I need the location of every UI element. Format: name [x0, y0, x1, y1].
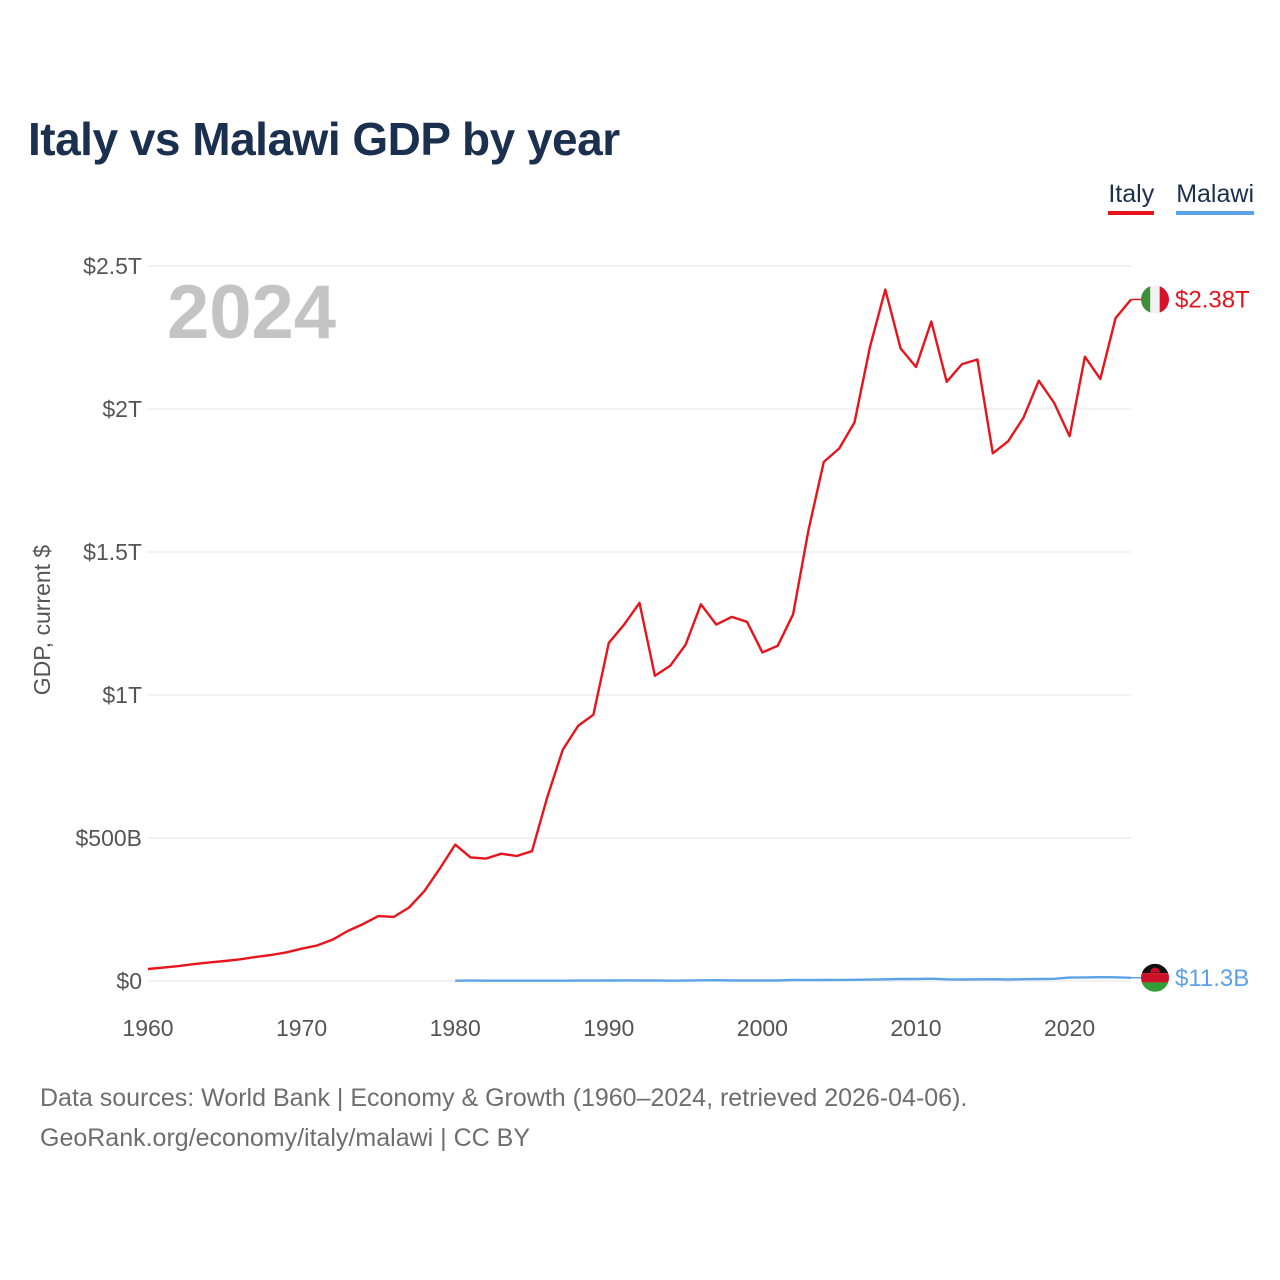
chart-area: 2024 GDP, current $ $0 $500B $1T $1.5T $2T $2… — [29, 253, 1250, 1041]
y-tick-label: $0 — [116, 968, 142, 994]
end-markers: $2.38T $11.3B — [1131, 285, 1250, 992]
x-tick-label: 2000 — [737, 1015, 788, 1041]
x-tick-label: 1970 — [276, 1015, 327, 1041]
y-axis-label: GDP, current $ — [29, 545, 55, 696]
x-axis: 1960 1970 1980 1990 2000 2010 2020 — [122, 1015, 1095, 1041]
grid-lines — [148, 265, 1131, 982]
legend-item-malawi[interactable]: Malawi — [1176, 180, 1254, 215]
end-value-italy: $2.38T — [1175, 286, 1250, 313]
flag-malawi-icon — [1141, 963, 1169, 992]
y-tick-label: $2.5T — [83, 253, 142, 279]
x-tick-label: 2010 — [890, 1015, 941, 1041]
x-tick-label: 1980 — [430, 1015, 481, 1041]
footer-source: Data sources: World Bank | Economy & Gro… — [40, 1084, 968, 1112]
footer-credit: GeoRank.org/economy/italy/malawi | CC BY — [40, 1124, 531, 1152]
y-tick-label: $1.5T — [83, 539, 142, 565]
chart-title: Italy vs Malawi GDP by year — [28, 113, 620, 165]
end-value-malawi: $11.3B — [1175, 965, 1249, 992]
x-tick-label: 2020 — [1044, 1015, 1095, 1041]
legend: Italy Malawi — [1108, 180, 1254, 215]
flag-italy-icon — [1141, 285, 1169, 314]
legend-item-italy[interactable]: Italy — [1108, 180, 1155, 215]
y-tick-label: $1T — [102, 682, 142, 708]
x-tick-label: 1960 — [122, 1015, 173, 1041]
series-line-malawi[interactable] — [455, 976, 1132, 982]
y-tick-label: $2T — [102, 396, 142, 422]
x-tick-label: 1990 — [583, 1015, 634, 1041]
series-line-italy[interactable] — [147, 288, 1132, 971]
series-lines — [147, 288, 1132, 982]
y-axis: $0 $500B $1T $1.5T $2T $2.5T — [75, 253, 142, 994]
year-watermark: 2024 — [167, 270, 336, 355]
y-tick-label: $500B — [75, 825, 142, 851]
